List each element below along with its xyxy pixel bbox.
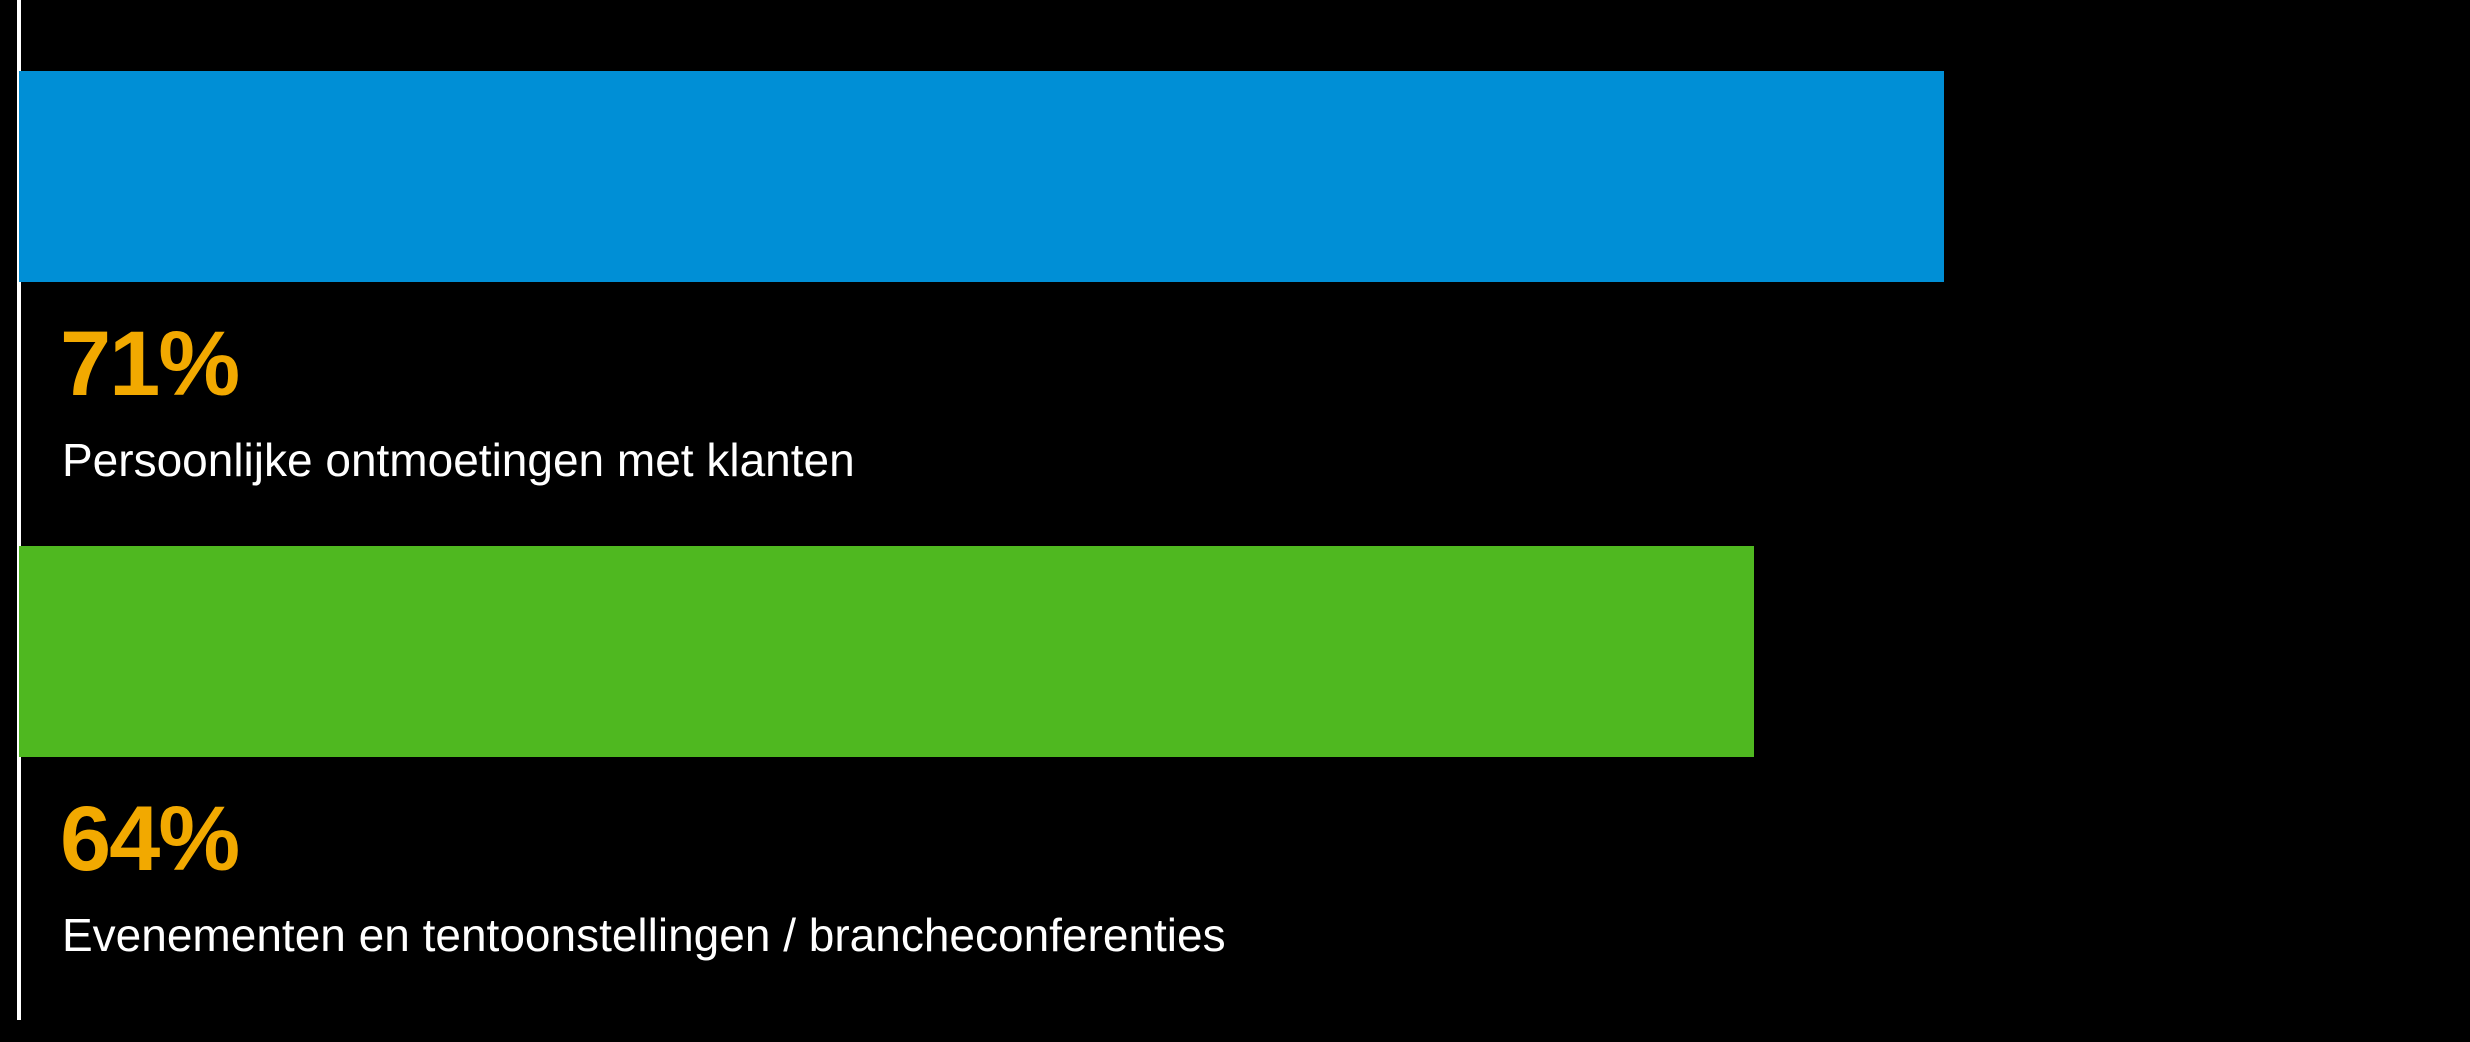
value-label-1: 64% — [60, 788, 240, 890]
axis-line — [17, 0, 21, 1020]
category-label-1: Evenementen en tentoonstellingen / branc… — [62, 909, 1226, 961]
bar-0 — [19, 71, 1944, 282]
value-label-0: 71% — [60, 313, 240, 415]
category-label-0: Persoonlijke ontmoetingen met klanten — [62, 434, 855, 486]
bar-1 — [19, 546, 1754, 757]
